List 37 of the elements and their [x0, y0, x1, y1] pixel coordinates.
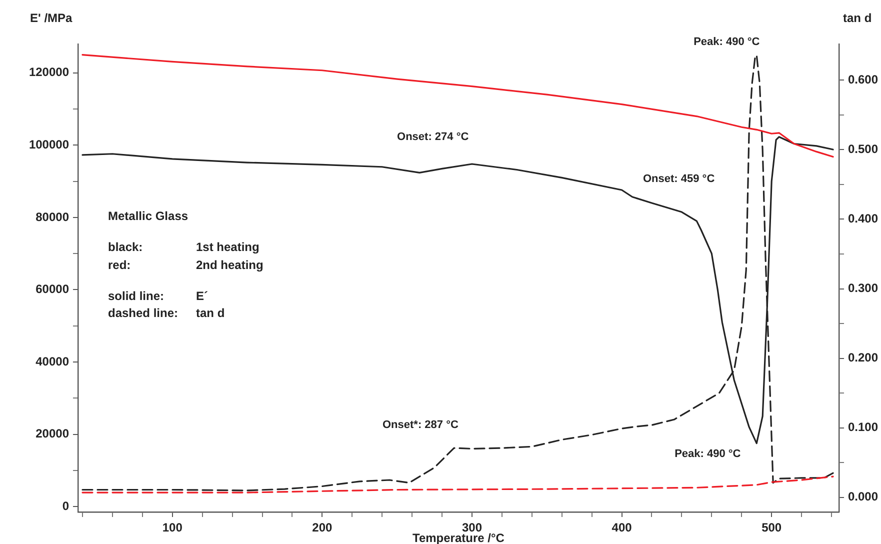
y2-tick-label: 0.600	[848, 72, 878, 86]
y2-tick-label: 0.400	[848, 212, 878, 226]
annotation: Peak: 490 °C	[694, 36, 760, 48]
y-axis-title: E' /MPa	[30, 11, 72, 25]
y2-tick-label: 0.200	[848, 350, 878, 365]
y2-tick-label: 0.000	[848, 490, 878, 504]
x-tick-label: 200	[312, 520, 333, 535]
x-tick-label: 500	[762, 520, 782, 535]
line-series	[82, 476, 834, 494]
y2-axis-title: tan d	[843, 11, 872, 25]
annotation: Onset*: 287 °C	[382, 418, 458, 431]
annotation: Peak: 490 °C	[674, 448, 741, 460]
y-tick-label: 20000	[36, 426, 70, 441]
y-tick-label: 100000	[28, 138, 70, 152]
y-tick-label: 80000	[36, 210, 70, 224]
annotation: tan d	[196, 306, 225, 320]
y-tick-label: 0	[62, 498, 70, 513]
annotation: Onset: 274 °C	[397, 130, 469, 143]
x-tick-label: 400	[612, 520, 632, 535]
annotation: solid line:	[108, 289, 164, 303]
annotation: E´	[196, 289, 208, 303]
y-tick-label: 120000	[28, 65, 70, 80]
y2-tick-label: 0.100	[848, 420, 878, 434]
annotation: Metallic Glass	[108, 209, 188, 223]
annotation: black:	[108, 240, 143, 254]
y-tick-label: 40000	[36, 354, 70, 368]
x-tick-label: 100	[162, 520, 183, 535]
y2-tick-label: 0.300	[848, 281, 878, 296]
annotation: 2nd heating	[196, 258, 264, 272]
annotation: Onset: 459 °C	[643, 173, 715, 185]
annotation: dashed line:	[108, 306, 178, 320]
y-tick-label: 60000	[36, 282, 70, 296]
annotation: 1st heating	[196, 240, 260, 254]
x-tick-label: 300	[462, 520, 482, 535]
line-series	[82, 54, 834, 492]
annotation: red:	[108, 258, 131, 272]
y2-tick-label: 0.500	[848, 142, 878, 156]
